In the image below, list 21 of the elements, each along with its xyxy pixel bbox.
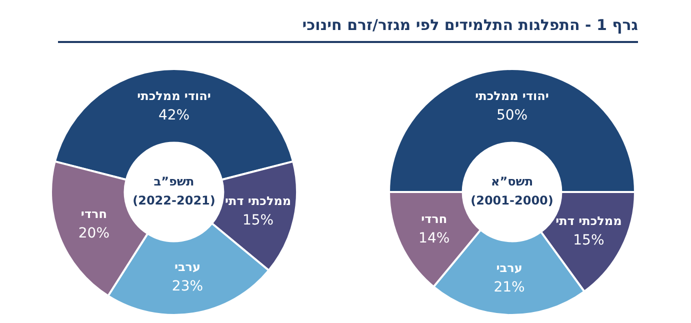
text: (2022-2021) bbox=[132, 194, 216, 208]
slice-label: יהודי ממלכתי bbox=[137, 89, 211, 104]
data-label: 42% bbox=[158, 108, 190, 124]
slice-label: חרדי bbox=[421, 212, 448, 226]
slice-label: ממלכתי דתי bbox=[556, 214, 622, 228]
slice-label: ממלכתי דתי bbox=[224, 194, 292, 208]
text: תשפ”ב bbox=[154, 174, 194, 189]
data-label: 15% bbox=[573, 232, 604, 249]
data-label: 21% bbox=[494, 280, 525, 296]
slice-label: ערבי bbox=[174, 260, 201, 274]
slice-label: חרדי bbox=[80, 206, 107, 221]
slice-label: ערבי bbox=[496, 261, 522, 276]
chart-title: גרף 1 - התפלגות התלמידים לפי מגזר/זרם חינוכי bbox=[302, 16, 638, 34]
data-label: 50% bbox=[496, 108, 528, 124]
data-label: 20% bbox=[78, 225, 110, 242]
data-label: 14% bbox=[418, 230, 450, 246]
text: (2001-2000) bbox=[470, 194, 554, 208]
slice-label: יהודי ממלכתי bbox=[475, 89, 549, 104]
text: תשס”א bbox=[490, 174, 534, 189]
data-label: 23% bbox=[172, 278, 204, 295]
data-label: 15% bbox=[242, 212, 274, 228]
